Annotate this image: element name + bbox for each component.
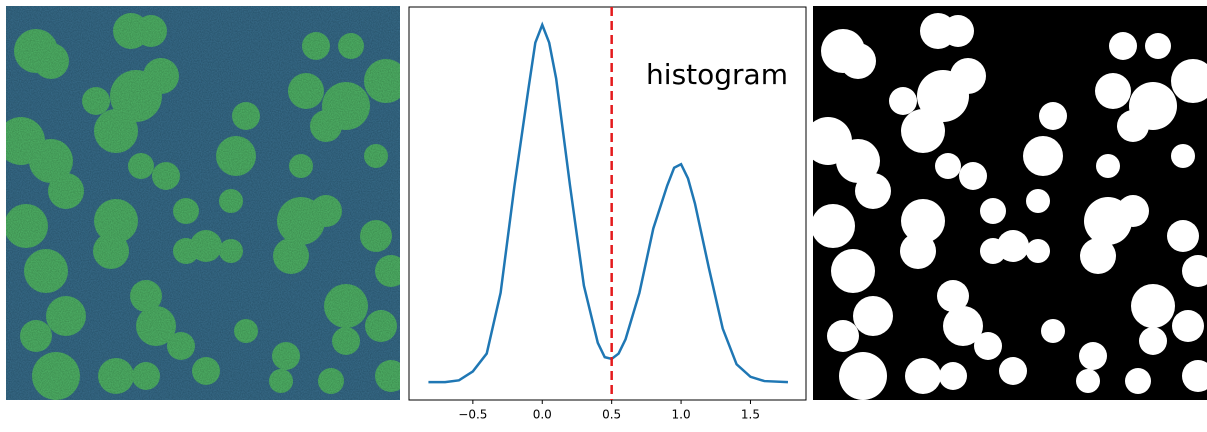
noisy-image <box>6 6 400 400</box>
annotation: histogram <box>646 58 788 91</box>
x-tick-label: 1.0 <box>672 408 691 422</box>
x-tick-label: 1.5 <box>741 408 760 422</box>
line <box>428 21 789 384</box>
x-tick-label: 0.5 <box>602 408 621 422</box>
x-tick-label: 0.0 <box>533 408 552 422</box>
binary-image <box>813 6 1207 400</box>
x-tick-label: −0.5 <box>458 408 487 422</box>
axes-frame <box>408 6 807 401</box>
